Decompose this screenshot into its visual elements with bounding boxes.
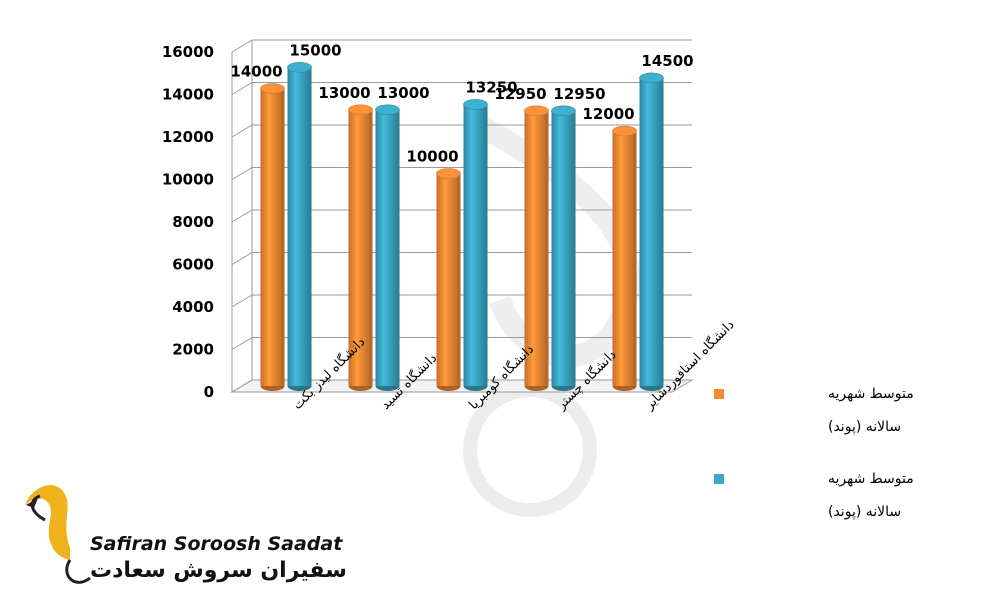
y-tick-label: 14000 xyxy=(162,86,214,104)
legend-label: متوسط شهریه xyxy=(828,386,914,402)
bar xyxy=(436,173,461,386)
brand-name-fa: سفیران سروش سعادت xyxy=(90,558,347,583)
y-tick-label: 12000 xyxy=(162,128,214,146)
grid-line-diagonal xyxy=(231,82,253,95)
grid-line-diagonal xyxy=(231,252,253,265)
brand-name-en: Safiran Soroosh Saadat xyxy=(90,533,343,555)
data-label: 12000 xyxy=(582,105,634,123)
bar-top-cap xyxy=(348,104,373,116)
bar-top-cap xyxy=(436,168,461,179)
legend-swatch xyxy=(714,389,724,399)
bar xyxy=(612,131,637,386)
legend-label: متوسط شهریه xyxy=(828,471,914,487)
y-tick-label: 16000 xyxy=(162,43,214,61)
bar xyxy=(639,77,664,386)
y-tick-label: 6000 xyxy=(172,256,214,274)
y-tick-label: 2000 xyxy=(172,341,214,359)
brand-logo: Safiran Soroosh Saadat سفیران سروش سعادت xyxy=(25,485,347,584)
bar xyxy=(287,67,312,386)
y-tick-label: 10000 xyxy=(162,171,214,189)
bar xyxy=(551,110,576,386)
data-label: 14500 xyxy=(641,52,693,70)
grid-line-diagonal xyxy=(231,337,253,350)
bar-top-cap xyxy=(260,83,285,94)
grid-line-diagonal xyxy=(231,167,253,180)
bar xyxy=(260,88,285,386)
data-label: 13000 xyxy=(377,84,429,102)
bar-top-cap xyxy=(612,125,637,137)
bar xyxy=(463,104,488,386)
data-label: 12950 xyxy=(553,85,605,103)
golden-swan-logo-icon xyxy=(25,485,91,584)
legend-label: سالانه (پوند) xyxy=(828,419,901,435)
grid-line-diagonal xyxy=(231,294,253,308)
bar-top-cap xyxy=(551,105,576,117)
legend-label: سالانه (پوند) xyxy=(828,504,901,520)
grid-line-diagonal xyxy=(231,379,253,393)
background-watermark xyxy=(463,110,641,517)
y-tick-label: 4000 xyxy=(172,298,214,316)
data-label: 12950 xyxy=(494,85,546,103)
bar-top-cap xyxy=(463,99,488,110)
bar-top-cap xyxy=(287,61,312,73)
grid-line-diagonal xyxy=(231,39,253,53)
bar-top-cap xyxy=(375,104,400,116)
bar xyxy=(348,109,373,386)
y-tick-label: 0 xyxy=(204,383,214,401)
legend: متوسط شهریه سالانه (پوند) متوسط شهریه سالان… xyxy=(714,386,914,520)
bar xyxy=(524,110,549,386)
data-label: 15000 xyxy=(289,41,341,59)
grid-line-diagonal xyxy=(231,209,253,223)
bar xyxy=(375,109,400,386)
data-label: 14000 xyxy=(230,63,282,81)
bars xyxy=(260,61,664,391)
grid-line-diagonal xyxy=(231,124,253,138)
y-axis-ticks: 16000 14000 12000 10000 8000 6000 4000 2000 0 xyxy=(162,43,214,401)
bar-top-cap xyxy=(524,105,549,117)
bar-top-cap xyxy=(639,72,664,84)
data-label: 10000 xyxy=(406,148,458,166)
legend-swatch xyxy=(714,474,724,484)
y-tick-label: 8000 xyxy=(172,213,214,231)
data-label: 13250 xyxy=(465,78,517,96)
data-label: 13000 xyxy=(318,84,370,102)
